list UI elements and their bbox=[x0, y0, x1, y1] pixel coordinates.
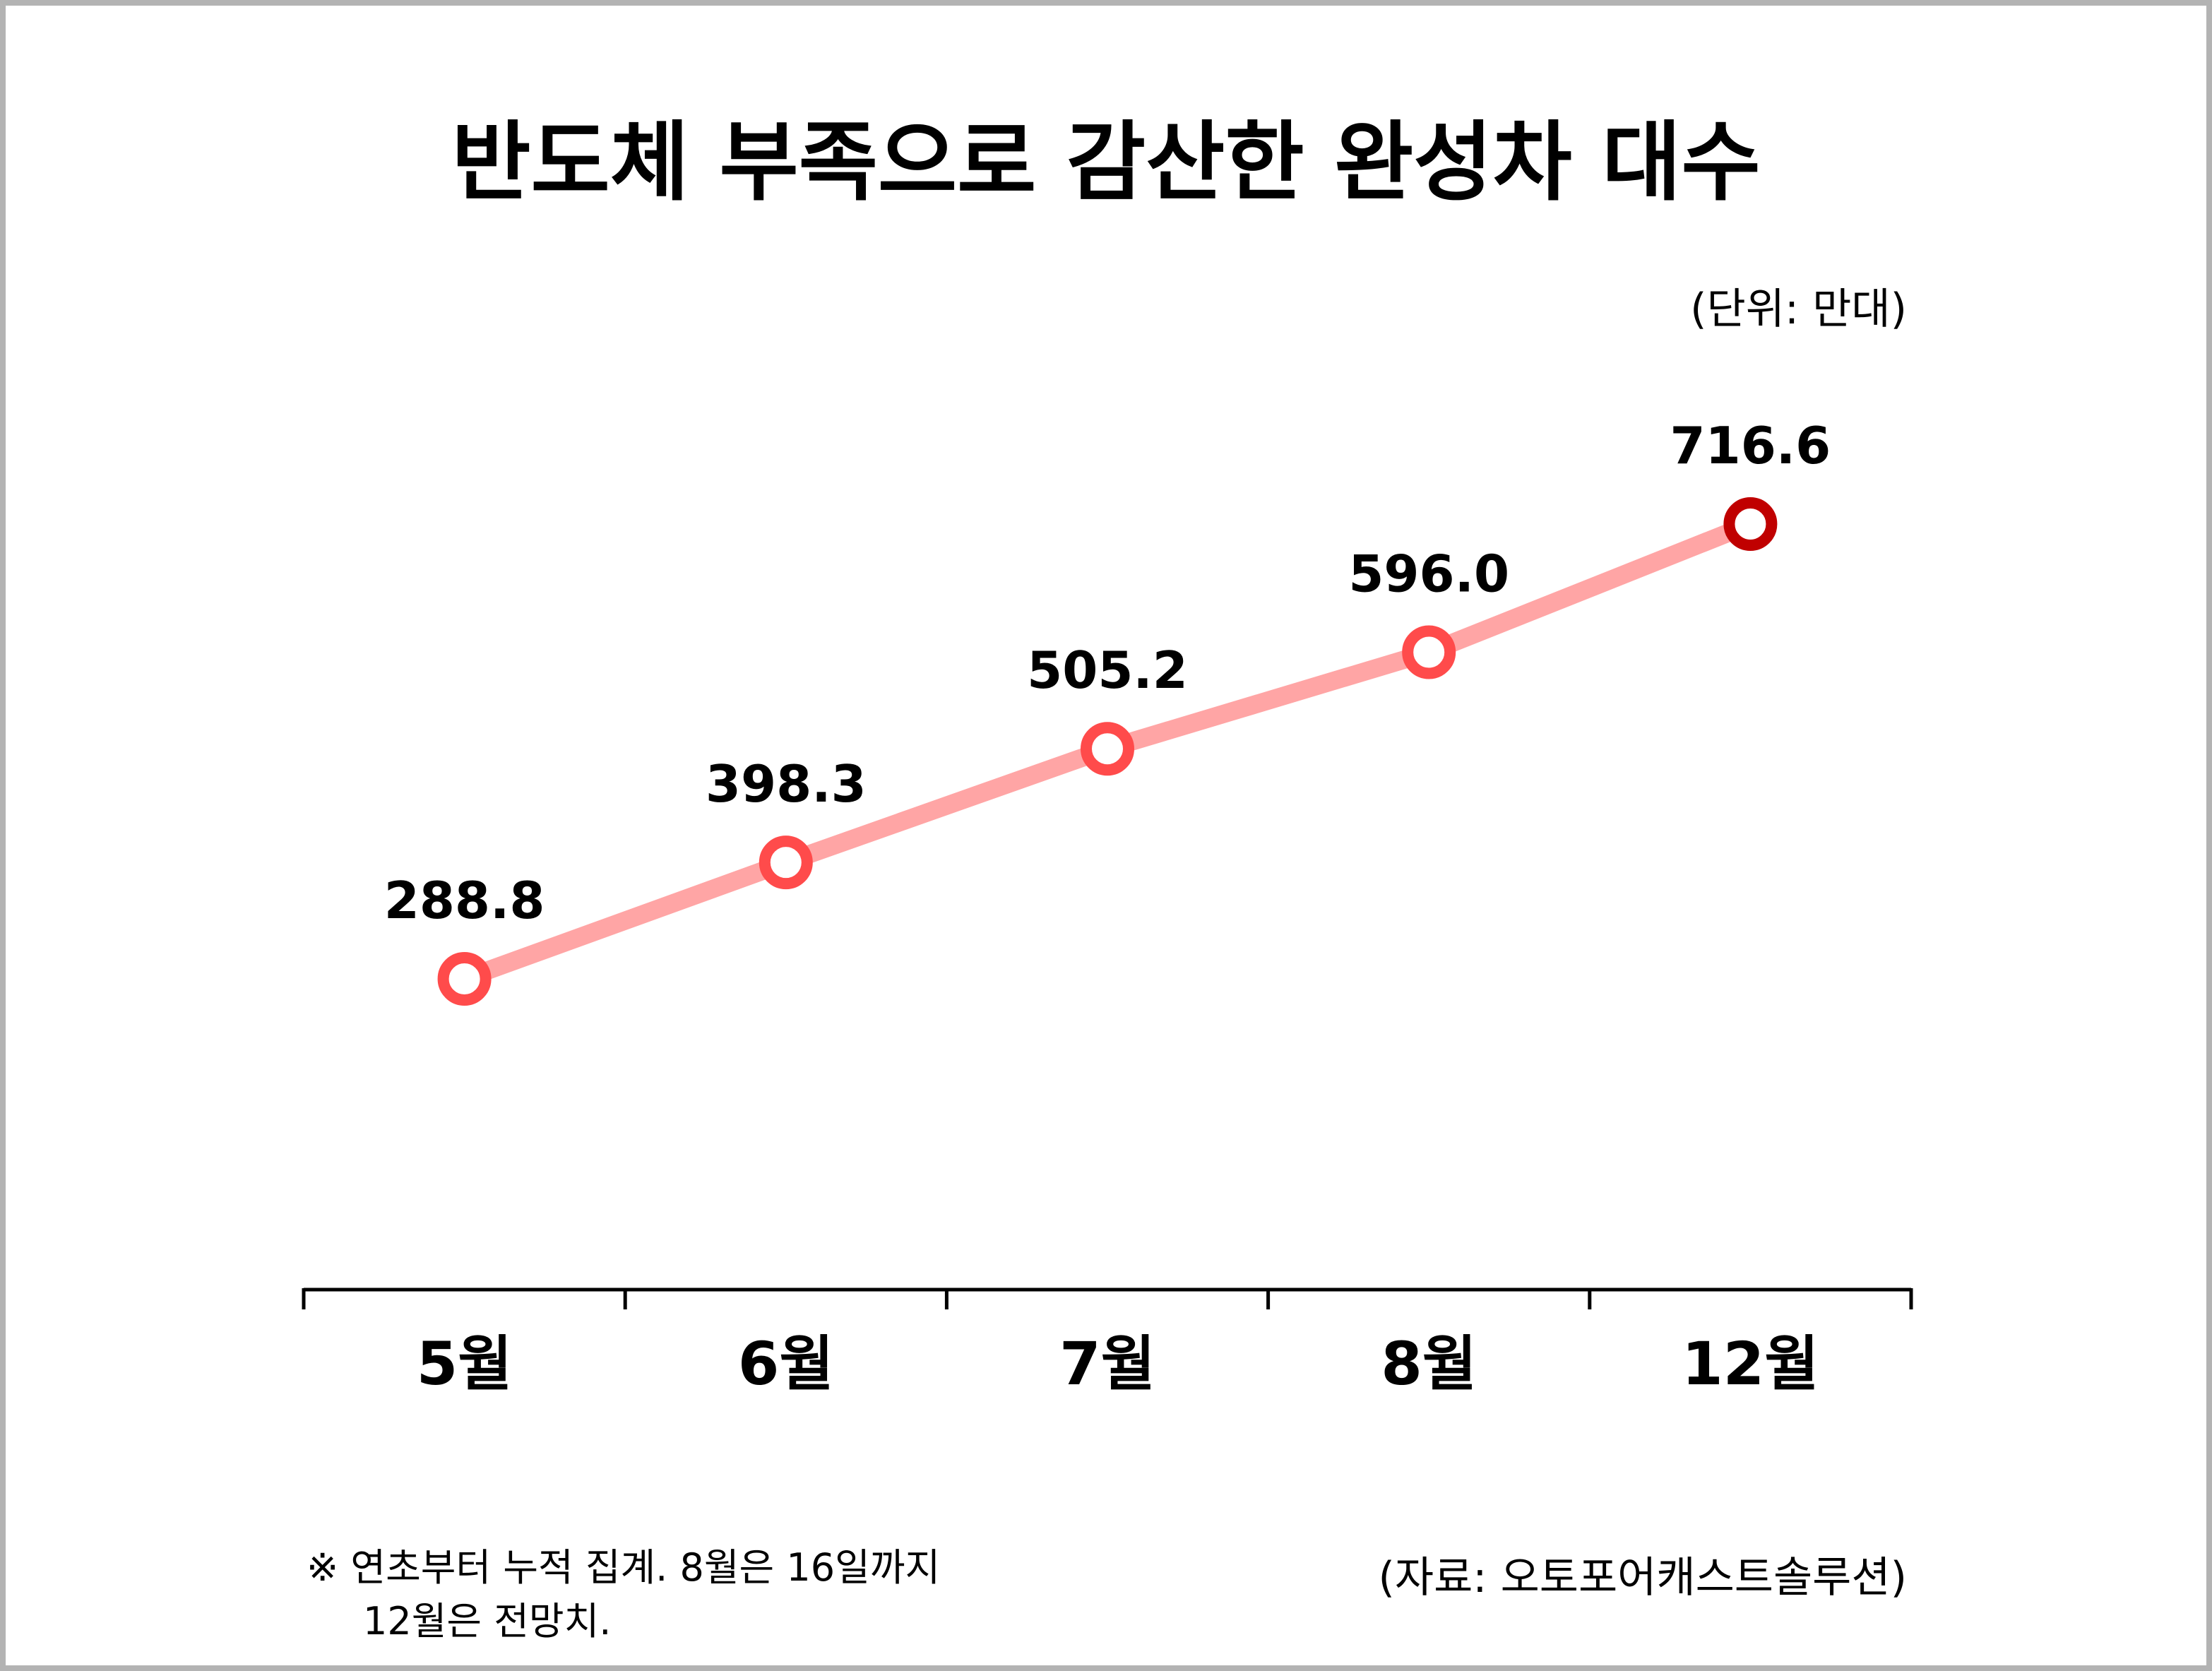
x-tick-label: 5월 bbox=[417, 1329, 513, 1398]
footnote-line-1: ※ 연초부터 누적 집계. 8월은 16일까지 bbox=[307, 1545, 940, 1590]
x-tick-label: 7월 bbox=[1059, 1329, 1155, 1398]
source-label: (자료: 오토포어캐스트솔루션) bbox=[1378, 1553, 1907, 1602]
data-value-label: 596.0 bbox=[1348, 545, 1509, 604]
data-point-marker bbox=[1081, 722, 1134, 776]
data-point-marker bbox=[437, 952, 492, 1006]
data-value-label: 398.3 bbox=[706, 754, 867, 814]
data-value-label: 505.2 bbox=[1027, 641, 1188, 700]
data-value-label: 716.6 bbox=[1670, 416, 1831, 475]
footnote-line-2: 12월은 전망치. bbox=[363, 1599, 611, 1643]
x-tick-label: 8월 bbox=[1381, 1329, 1477, 1398]
chart-title: 반도체 부족으로 감산한 완성차 대수 bbox=[451, 112, 1761, 213]
unit-label: (단위: 만대) bbox=[1690, 285, 1907, 334]
data-point-marker bbox=[1402, 625, 1456, 679]
x-tick-label: 6월 bbox=[738, 1329, 834, 1398]
x-axis-labels: 5월 6월 7월 8월 12월 bbox=[417, 1329, 1819, 1398]
data-markers bbox=[437, 496, 1778, 1006]
data-point-marker bbox=[1723, 496, 1778, 551]
data-labels: 288.8 398.3 505.2 596.0 716.6 bbox=[384, 416, 1831, 930]
data-value-label: 288.8 bbox=[384, 871, 545, 930]
data-point-marker bbox=[759, 836, 813, 890]
x-tick-label: 12월 bbox=[1682, 1329, 1819, 1398]
x-axis-ticks bbox=[302, 1288, 1913, 1309]
